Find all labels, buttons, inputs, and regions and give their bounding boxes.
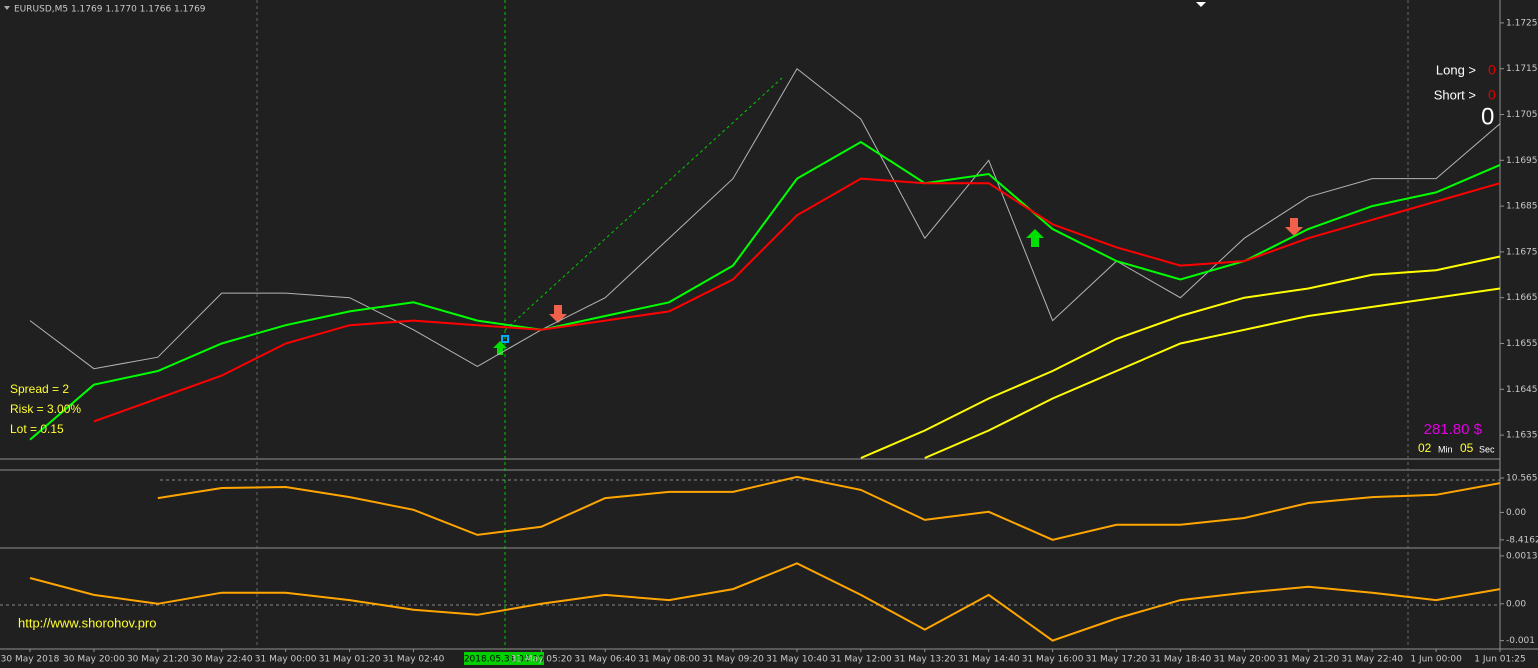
x-tick-label: 30 May 2018 <box>1 655 60 665</box>
lot: Lot = 0.15 <box>10 422 64 436</box>
buy-arrow <box>493 341 507 355</box>
trend-line <box>504 77 783 331</box>
x-tick-label: 31 May 16:00 <box>1022 655 1084 665</box>
y-tick-label: 1.1675 <box>1506 247 1538 257</box>
x-tick-label: 31 May 18:40 <box>1150 655 1212 665</box>
series-line <box>157 475 1501 541</box>
series-line <box>29 67 1501 370</box>
series-line <box>924 287 1501 459</box>
x-tick-label: 1 Jun 00:00 <box>1410 655 1462 665</box>
y-tick-label: 1.1695 <box>1506 156 1538 166</box>
y-tick-label: -0.001 <box>1506 636 1535 646</box>
website-url: http://www.shorohov.pro <box>18 615 157 630</box>
y-tick-label: 1.1635 <box>1506 431 1538 441</box>
x-tick-label: 30 May 20:00 <box>63 655 125 665</box>
x-tick-label: 1 Jun 01:25 <box>1474 655 1525 665</box>
y-tick-label: 1.1665 <box>1506 293 1538 303</box>
x-tick-label: 31 May 21:20 <box>1277 655 1339 665</box>
x-tick-label: 31 May 13:20 <box>894 655 956 665</box>
x-tick-label: 31 May 22:40 <box>1341 655 1403 665</box>
sell-arrow <box>1285 218 1303 236</box>
series-line <box>29 140 1501 441</box>
sell-arrow <box>549 305 567 323</box>
timer-min-unit: Min <box>1438 444 1453 454</box>
y-tick-label: 1.1705 <box>1506 110 1538 120</box>
y-tick-label: 10.5653 <box>1506 473 1538 483</box>
y-tick-label: 1.1655 <box>1506 339 1538 349</box>
x-tick-label: 31 May 12:00 <box>830 655 892 665</box>
x-tick-label: 31 May 06:40 <box>574 655 636 665</box>
y-tick-label: 1.1715 <box>1506 64 1538 74</box>
crosshair-time: 2018.05.31 05:10 <box>464 655 545 665</box>
series-line <box>93 177 1501 423</box>
entry-marker <box>501 335 509 343</box>
timer-sec-unit: Sec <box>1479 444 1495 454</box>
x-tick-label: 31 May 08:00 <box>638 655 700 665</box>
plot-area <box>29 22 1504 652</box>
risk: Risk = 3.00% <box>10 402 81 416</box>
big-count: 0 <box>1481 103 1494 130</box>
menu-icon <box>4 6 10 10</box>
y-tick-label: -8.4162 <box>1506 535 1538 545</box>
y-tick-label: 1.1685 <box>1506 202 1538 212</box>
long-label: Long > <box>1436 62 1476 77</box>
x-tick-label: 30 May 22:40 <box>191 655 253 665</box>
short-label: Short > <box>1434 87 1476 102</box>
x-tick-label: 31 May 09:20 <box>702 655 764 665</box>
y-tick-label: 0.00 <box>1506 508 1526 518</box>
x-tick-label: 31 May 10:40 <box>766 655 828 665</box>
y-tick-label: 0.0013 <box>1506 551 1538 561</box>
x-tick-label: 30 May 21:20 <box>127 655 189 665</box>
spread: Spread = 2 <box>10 382 69 396</box>
profit: 281.80 $ <box>1424 421 1483 438</box>
x-tick-label: 31 May 01:20 <box>319 655 381 665</box>
y-tick-label: 0.00 <box>1506 599 1526 609</box>
symbol-header: EURUSD,M5 1.1769 1.1770 1.1766 1.1769 <box>14 5 206 15</box>
long-count: 0 <box>1488 62 1496 78</box>
x-tick-label: 31 May 05:20 <box>510 655 572 665</box>
timer-min: 02 <box>1418 441 1432 455</box>
timer-sec: 05 <box>1460 441 1474 455</box>
short-count: 0 <box>1488 87 1496 103</box>
y-tick-label: 1.1645 <box>1506 385 1538 395</box>
x-tick-label: 31 May 00:00 <box>255 655 317 665</box>
buy-arrow <box>1026 229 1044 247</box>
crosshair-time-box <box>464 652 544 665</box>
series-line <box>860 255 1501 459</box>
x-tick-label: 31 May 20:00 <box>1213 655 1275 665</box>
x-tick-label: 31 May 17:20 <box>1086 655 1148 665</box>
series-line <box>29 562 1501 642</box>
x-tick-label: 31 May 02:40 <box>383 655 445 665</box>
shift-marker <box>1196 2 1206 7</box>
x-tick-label: 31 May 14:40 <box>958 655 1020 665</box>
y-tick-label: 1.1725 <box>1506 18 1538 28</box>
